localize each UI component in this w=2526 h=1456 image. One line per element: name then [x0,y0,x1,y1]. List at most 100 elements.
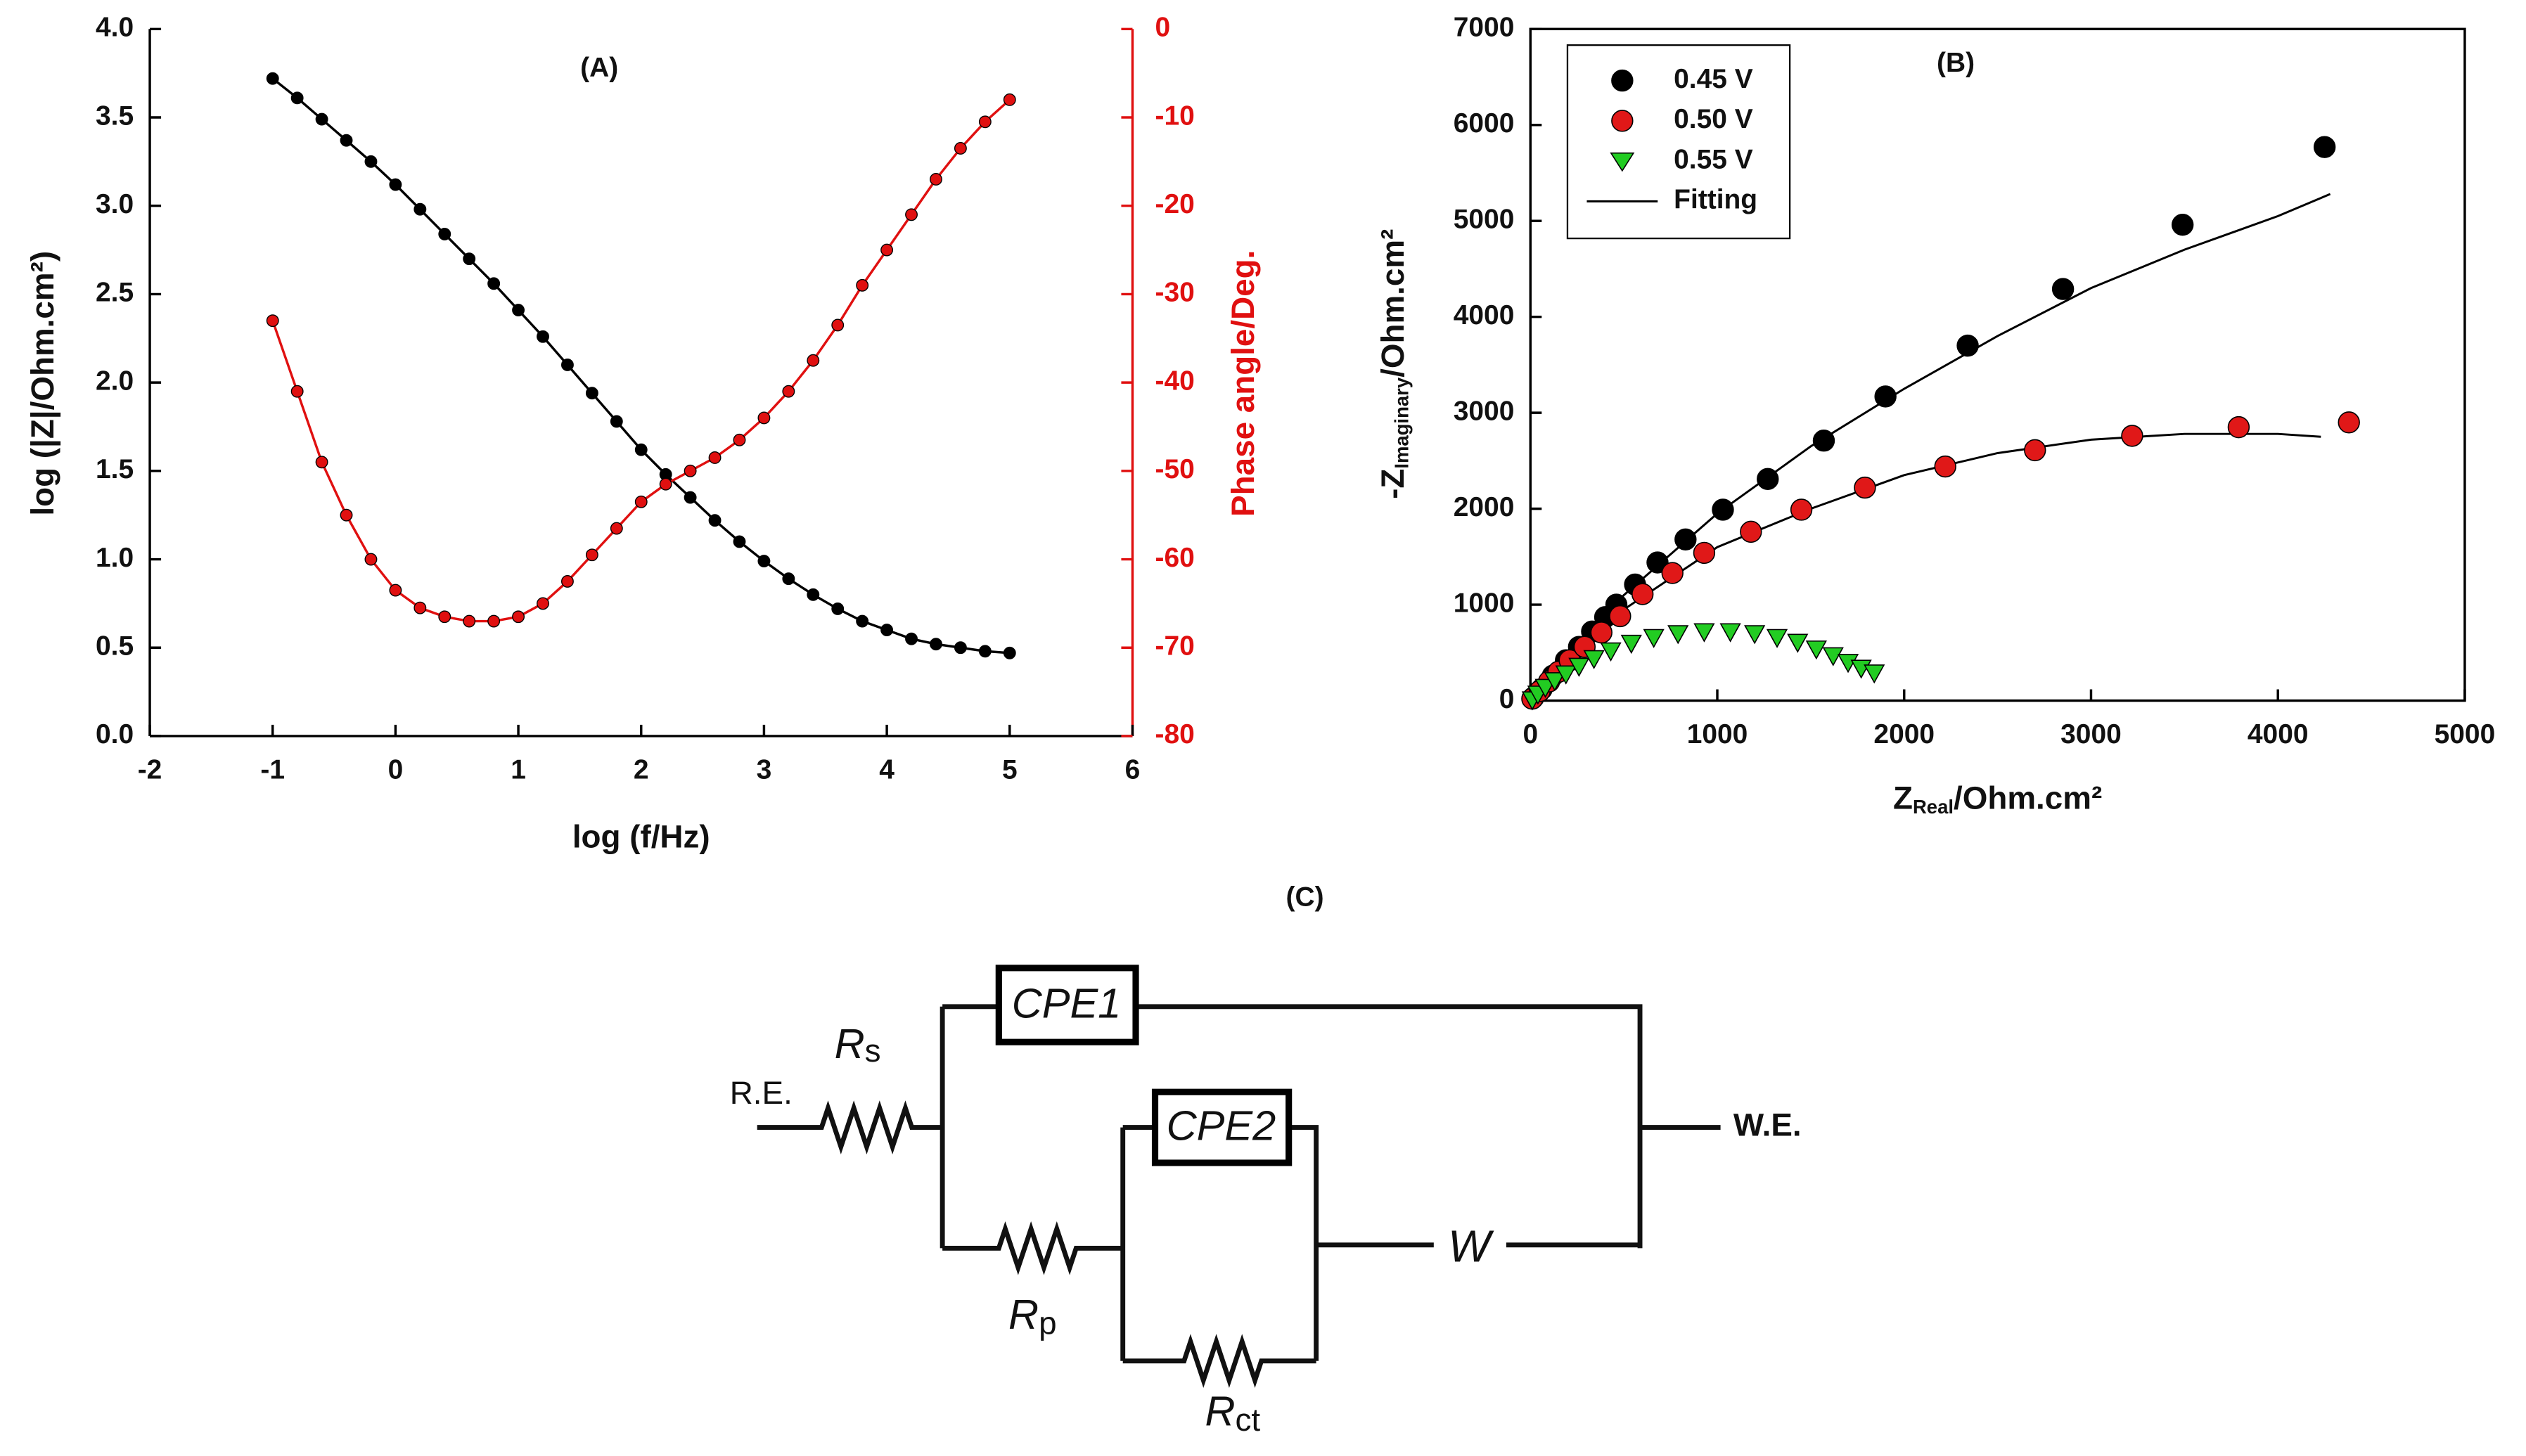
output-label: W.E. [1733,1107,1802,1143]
data-point [1744,625,1766,645]
legend-marker [1610,152,1635,172]
data-point [1854,476,1876,499]
data-point [2338,411,2360,434]
y-tick-label: 0.0 [96,719,134,749]
data-point [954,641,967,655]
chart-title: (A) [580,53,618,83]
data-point [2121,425,2143,447]
rs-main: R [835,1020,865,1067]
data-point [1740,520,1762,543]
data-point [1631,583,1654,605]
data-point [1620,634,1642,655]
y2-tick-label: -80 [1155,719,1195,749]
data-point [978,645,992,658]
data-point [438,227,451,240]
data-point [1667,625,1689,645]
y-tick-label: 1000 [1454,588,1515,618]
rp-sub: p [1039,1305,1056,1341]
y-tick-label: 0 [1499,684,1515,714]
data-point [315,112,328,126]
data-point [561,575,574,588]
y2-axis-label: Phase angle/Deg. [1225,250,1261,517]
x-tick-label: 6 [1125,755,1141,785]
data-point [1766,629,1788,648]
data-point [487,277,501,290]
data-point [1661,562,1684,584]
x-tick-label: 4000 [2248,719,2309,749]
data-point [1864,664,1885,684]
data-point [290,91,304,105]
rp-main: R [1008,1291,1039,1338]
data-point [954,142,967,155]
data-point [708,451,722,464]
rct-label: Rct [1205,1387,1261,1438]
y-tick-label: 1.5 [96,454,134,484]
data-point [1719,623,1741,643]
data-point [266,72,279,85]
y2-tick-label: -20 [1155,189,1195,219]
y2-tick-label: -30 [1155,278,1195,308]
rp-label: Rp [1008,1291,1056,1341]
data-point [978,115,992,129]
data-point [1534,678,1556,698]
data-point [340,134,353,147]
cpe1-box [995,965,1139,1045]
data-point [2051,278,2075,300]
y2-tick-label: 0 [1155,13,1171,43]
data-point [1003,646,1016,659]
y-tick-label: 2.0 [96,366,134,396]
cpe1-label: CPE1 [1012,980,1122,1027]
x-tick-label: 1 [511,755,526,785]
data-point [438,610,451,624]
y-tick-label: 2000 [1454,492,1515,522]
data-point [389,178,402,191]
data-point [364,553,378,566]
y-tick-label: 0.5 [96,631,134,662]
legend-marker [1611,110,1634,132]
data-point [487,614,501,628]
data-point [315,456,328,469]
data-point [733,433,746,446]
data-point [2227,415,2250,439]
x-tick-label: -1 [260,755,285,785]
data-point [1812,430,1835,452]
y-tick-label: 1.0 [96,543,134,573]
x-axis-label: log (f/Hz) [572,819,710,855]
label-main: Z [1893,780,1913,816]
x-tick-label: 2 [634,755,649,785]
data-point [561,359,574,371]
data-point [2171,213,2194,236]
x-tick-label: 1000 [1687,719,1748,749]
label-sub: Imaginary [1391,377,1413,468]
y-axis-label: log (|Z|/Ohm.cm²) [25,251,60,516]
data-point [537,597,549,610]
data-point [585,387,598,400]
circuit-title: (C) [1286,882,1324,913]
data-point [807,354,820,367]
data-point [585,548,598,562]
data-point [413,202,427,216]
data-point [856,614,869,628]
data-point [512,304,525,316]
data-point [1544,672,1565,692]
legend-label: 0.55 V [1674,144,1753,174]
data-point [1600,642,1622,662]
data-point [1956,334,1979,357]
label-rest: /Ohm.cm² [1375,229,1411,378]
data-point [610,415,623,428]
data-point [1003,93,1016,106]
data-point [1609,605,1631,628]
data-point [782,572,795,586]
data-point [413,601,427,614]
y2-tick-label: -50 [1155,454,1195,484]
legend-marker [1611,69,1634,92]
circuit: (C) CPE1 CPE2 W R.E. W.E. Rs Rp Rct [730,882,1802,1438]
data-point [807,588,820,601]
data-point [2313,136,2336,158]
y-tick-label: 3.0 [96,189,134,219]
data-point [463,252,476,266]
data-point [930,638,942,651]
data-point [905,632,918,645]
data-point [1568,657,1590,677]
rs-label: Rs [835,1020,881,1069]
